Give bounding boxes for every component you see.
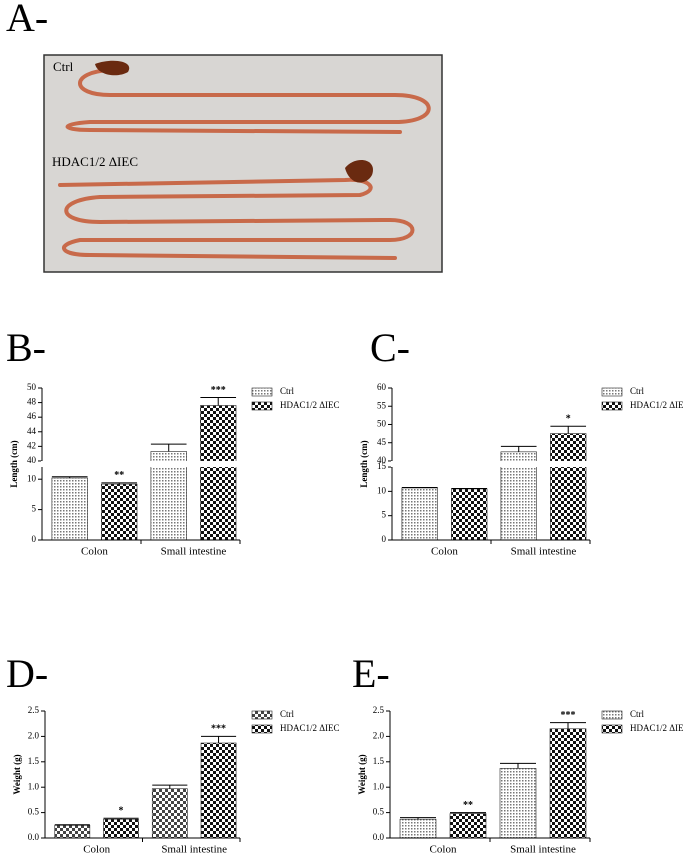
legend-swatch	[601, 724, 623, 734]
y-tick-label: 0	[382, 534, 387, 544]
y-tick-label: 1.5	[28, 756, 40, 766]
y-tick-label: 50	[377, 419, 387, 429]
legend-swatch	[251, 710, 273, 720]
y-tick-label: 48	[27, 397, 37, 407]
y-tick-label: 1.0	[28, 781, 40, 791]
panel-letter: E-	[352, 651, 390, 696]
panel-letter: C-	[370, 325, 410, 370]
legend-swatch	[601, 387, 623, 397]
bar	[449, 813, 487, 839]
x-tick-label: Small intestine	[161, 546, 227, 558]
x-tick-label: Small intestine	[161, 844, 227, 856]
legend-label: HDAC1/2 ΔIEC	[630, 723, 683, 733]
x-tick-label: Small intestine	[511, 546, 577, 558]
significance: ***	[561, 710, 576, 721]
legend-label: HDAC1/2 ΔIEC	[280, 400, 340, 410]
legend-label: Ctrl	[280, 386, 295, 396]
x-tick-label: Small intestine	[510, 844, 576, 856]
x-tick-label: Colon	[430, 844, 457, 856]
y-tick-label: 15	[377, 461, 387, 471]
bar	[101, 483, 138, 541]
y-tick-label: 5	[382, 510, 387, 520]
y-tick-label: 0.0	[28, 832, 40, 842]
legend-label: Ctrl	[630, 386, 645, 396]
panel-letter: B-	[6, 325, 46, 370]
y-tick-label: 0.5	[28, 807, 40, 817]
bar	[103, 818, 139, 839]
y-axis-label: Length (cm)	[9, 440, 19, 487]
legend-swatch	[251, 724, 273, 734]
y-tick-label: 60	[377, 382, 387, 392]
bar	[151, 788, 188, 839]
photo-label: Ctrl	[53, 59, 74, 74]
panel-letter: A-	[6, 0, 48, 40]
y-tick-label: 44	[27, 426, 37, 436]
legend-swatch	[601, 710, 623, 720]
y-tick-label: 0	[32, 534, 37, 544]
y-tick-label: 45	[377, 437, 387, 447]
y-axis-label: Weight (g)	[357, 754, 367, 794]
y-tick-label: 0.5	[373, 807, 385, 817]
legend-label: Ctrl	[630, 709, 645, 719]
significance: *	[119, 805, 124, 816]
bar	[549, 728, 587, 839]
y-tick-label: 2.5	[373, 705, 385, 715]
bar	[54, 824, 91, 839]
y-axis-label: Length (cm)	[359, 440, 369, 487]
y-tick-label: 40	[27, 455, 37, 465]
y-tick-label: 5	[32, 504, 37, 514]
significance: **	[114, 470, 124, 481]
bar	[550, 433, 587, 541]
y-tick-label: 10	[377, 485, 387, 495]
y-tick-label: 2.0	[28, 730, 40, 740]
legend-label: HDAC1/2 ΔIEC	[280, 723, 340, 733]
legend-swatch	[601, 401, 623, 411]
y-tick-label: 40	[377, 455, 387, 465]
y-tick-label: 2.0	[373, 730, 385, 740]
y-tick-label: 1.0	[373, 781, 385, 791]
y-tick-label: 42	[27, 440, 36, 450]
y-tick-label: 50	[27, 382, 37, 392]
bar	[200, 405, 237, 541]
legend-label: Ctrl	[280, 709, 295, 719]
bar	[200, 742, 237, 839]
panel-letter: D-	[6, 651, 48, 696]
bar	[401, 487, 438, 541]
significance: *	[566, 414, 571, 425]
y-tick-label: 0.0	[373, 832, 385, 842]
x-tick-label: Colon	[81, 546, 108, 558]
legend-swatch	[251, 401, 273, 411]
bar	[399, 818, 437, 839]
y-tick-label: 10	[27, 473, 37, 483]
y-axis-label: Weight (g)	[12, 754, 22, 794]
y-tick-label: 46	[27, 411, 37, 421]
bar	[451, 488, 488, 541]
x-tick-label: Colon	[431, 546, 458, 558]
significance: ***	[211, 385, 226, 396]
significance: ***	[211, 724, 226, 735]
y-tick-label: 1.5	[373, 756, 385, 766]
bar	[51, 477, 88, 541]
significance: **	[463, 800, 473, 811]
photo: Ctrl HDAC1/2 ΔIEC	[43, 54, 443, 273]
y-tick-label: 55	[377, 400, 387, 410]
x-tick-label: Colon	[83, 844, 110, 856]
bar	[499, 768, 537, 839]
photo-label: HDAC1/2 ΔIEC	[52, 154, 138, 169]
legend-label: HDAC1/2 ΔIEC	[630, 400, 683, 410]
y-tick-label: 2.5	[28, 705, 40, 715]
legend-swatch	[251, 387, 273, 397]
